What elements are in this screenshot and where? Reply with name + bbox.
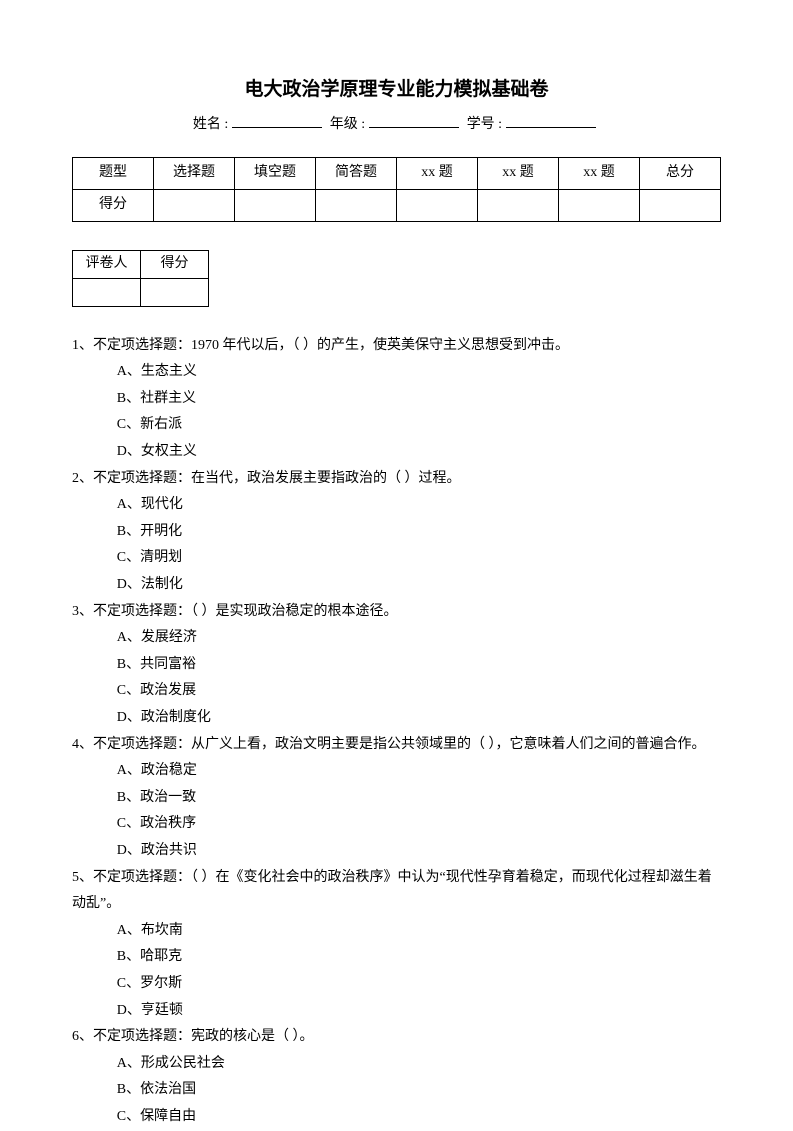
question-option: D、亨廷顿 [72, 998, 721, 1025]
question-option: C、政治发展 [72, 678, 721, 705]
question-option: A、布坎南 [72, 918, 721, 945]
grader-score-label: 得分 [141, 250, 209, 278]
question-option: C、新右派 [72, 412, 721, 439]
question-option: D、政治制度化 [72, 705, 721, 732]
grader-table: 评卷人 得分 [72, 250, 209, 307]
id-blank [506, 114, 596, 128]
grader-cell [73, 278, 141, 306]
score-header-cell: 题型 [73, 157, 154, 189]
score-cell [640, 189, 721, 221]
question-option: B、哈耶克 [72, 944, 721, 971]
question-option: D、女权主义 [72, 439, 721, 466]
score-row-label: 得分 [73, 189, 154, 221]
name-blank [232, 114, 322, 128]
question-stem: 3、不定项选择题：（ ）是实现政治稳定的根本途径。 [72, 599, 721, 626]
question-option: A、生态主义 [72, 359, 721, 386]
question-option: C、政治秩序 [72, 811, 721, 838]
score-cell [316, 189, 397, 221]
question-stem: 6、不定项选择题：宪政的核心是（ ）。 [72, 1024, 721, 1051]
score-header-row: 题型 选择题 填空题 简答题 xx 题 xx 题 xx 题 总分 [73, 157, 721, 189]
question-stem: 5、不定项选择题：（ ）在《变化社会中的政治秩序》中认为“现代性孕育着稳定，而现… [72, 865, 721, 918]
student-info-line: 姓名 : 年级 : 学号 : [72, 112, 721, 139]
question-option: B、依法治国 [72, 1077, 721, 1104]
question-stem: 2、不定项选择题：在当代，政治发展主要指政治的（ ）过程。 [72, 466, 721, 493]
question-option: A、政治稳定 [72, 758, 721, 785]
questions-block: 1、不定项选择题：1970 年代以后，（ ）的产生，使英美保守主义思想受到冲击。… [72, 333, 721, 1131]
grader-cell [141, 278, 209, 306]
question-stem: 1、不定项选择题：1970 年代以后，（ ）的产生，使英美保守主义思想受到冲击。 [72, 333, 721, 360]
score-cell [235, 189, 316, 221]
score-cell [478, 189, 559, 221]
question-option: D、法制化 [72, 572, 721, 599]
grade-blank [369, 114, 459, 128]
question-option: C、罗尔斯 [72, 971, 721, 998]
page-title: 电大政治学原理专业能力模拟基础卷 [72, 72, 721, 108]
score-header-cell: 总分 [640, 157, 721, 189]
question-option: C、清明划 [72, 545, 721, 572]
score-value-row: 得分 [73, 189, 721, 221]
name-label: 姓名 : [193, 117, 228, 132]
score-cell [397, 189, 478, 221]
grader-col-label: 评卷人 [73, 250, 141, 278]
question-option: A、发展经济 [72, 625, 721, 652]
question-option: B、政治一致 [72, 785, 721, 812]
question-option: D、政治共识 [72, 838, 721, 865]
question-option: A、现代化 [72, 492, 721, 519]
score-header-cell: 填空题 [235, 157, 316, 189]
score-header-cell: xx 题 [559, 157, 640, 189]
question-option: A、形成公民社会 [72, 1051, 721, 1078]
score-table: 题型 选择题 填空题 简答题 xx 题 xx 题 xx 题 总分 得分 [72, 157, 721, 222]
score-header-cell: 选择题 [154, 157, 235, 189]
score-header-cell: xx 题 [478, 157, 559, 189]
grade-label: 年级 : [330, 117, 365, 132]
question-option: C、保障自由 [72, 1104, 721, 1131]
score-cell [154, 189, 235, 221]
score-header-cell: xx 题 [397, 157, 478, 189]
score-header-cell: 简答题 [316, 157, 397, 189]
question-option: B、共同富裕 [72, 652, 721, 679]
id-label: 学号 : [467, 117, 502, 132]
question-option: B、开明化 [72, 519, 721, 546]
score-cell [559, 189, 640, 221]
question-stem: 4、不定项选择题：从广义上看，政治文明主要是指公共领域里的（ ），它意味着人们之… [72, 732, 721, 759]
question-option: B、社群主义 [72, 386, 721, 413]
